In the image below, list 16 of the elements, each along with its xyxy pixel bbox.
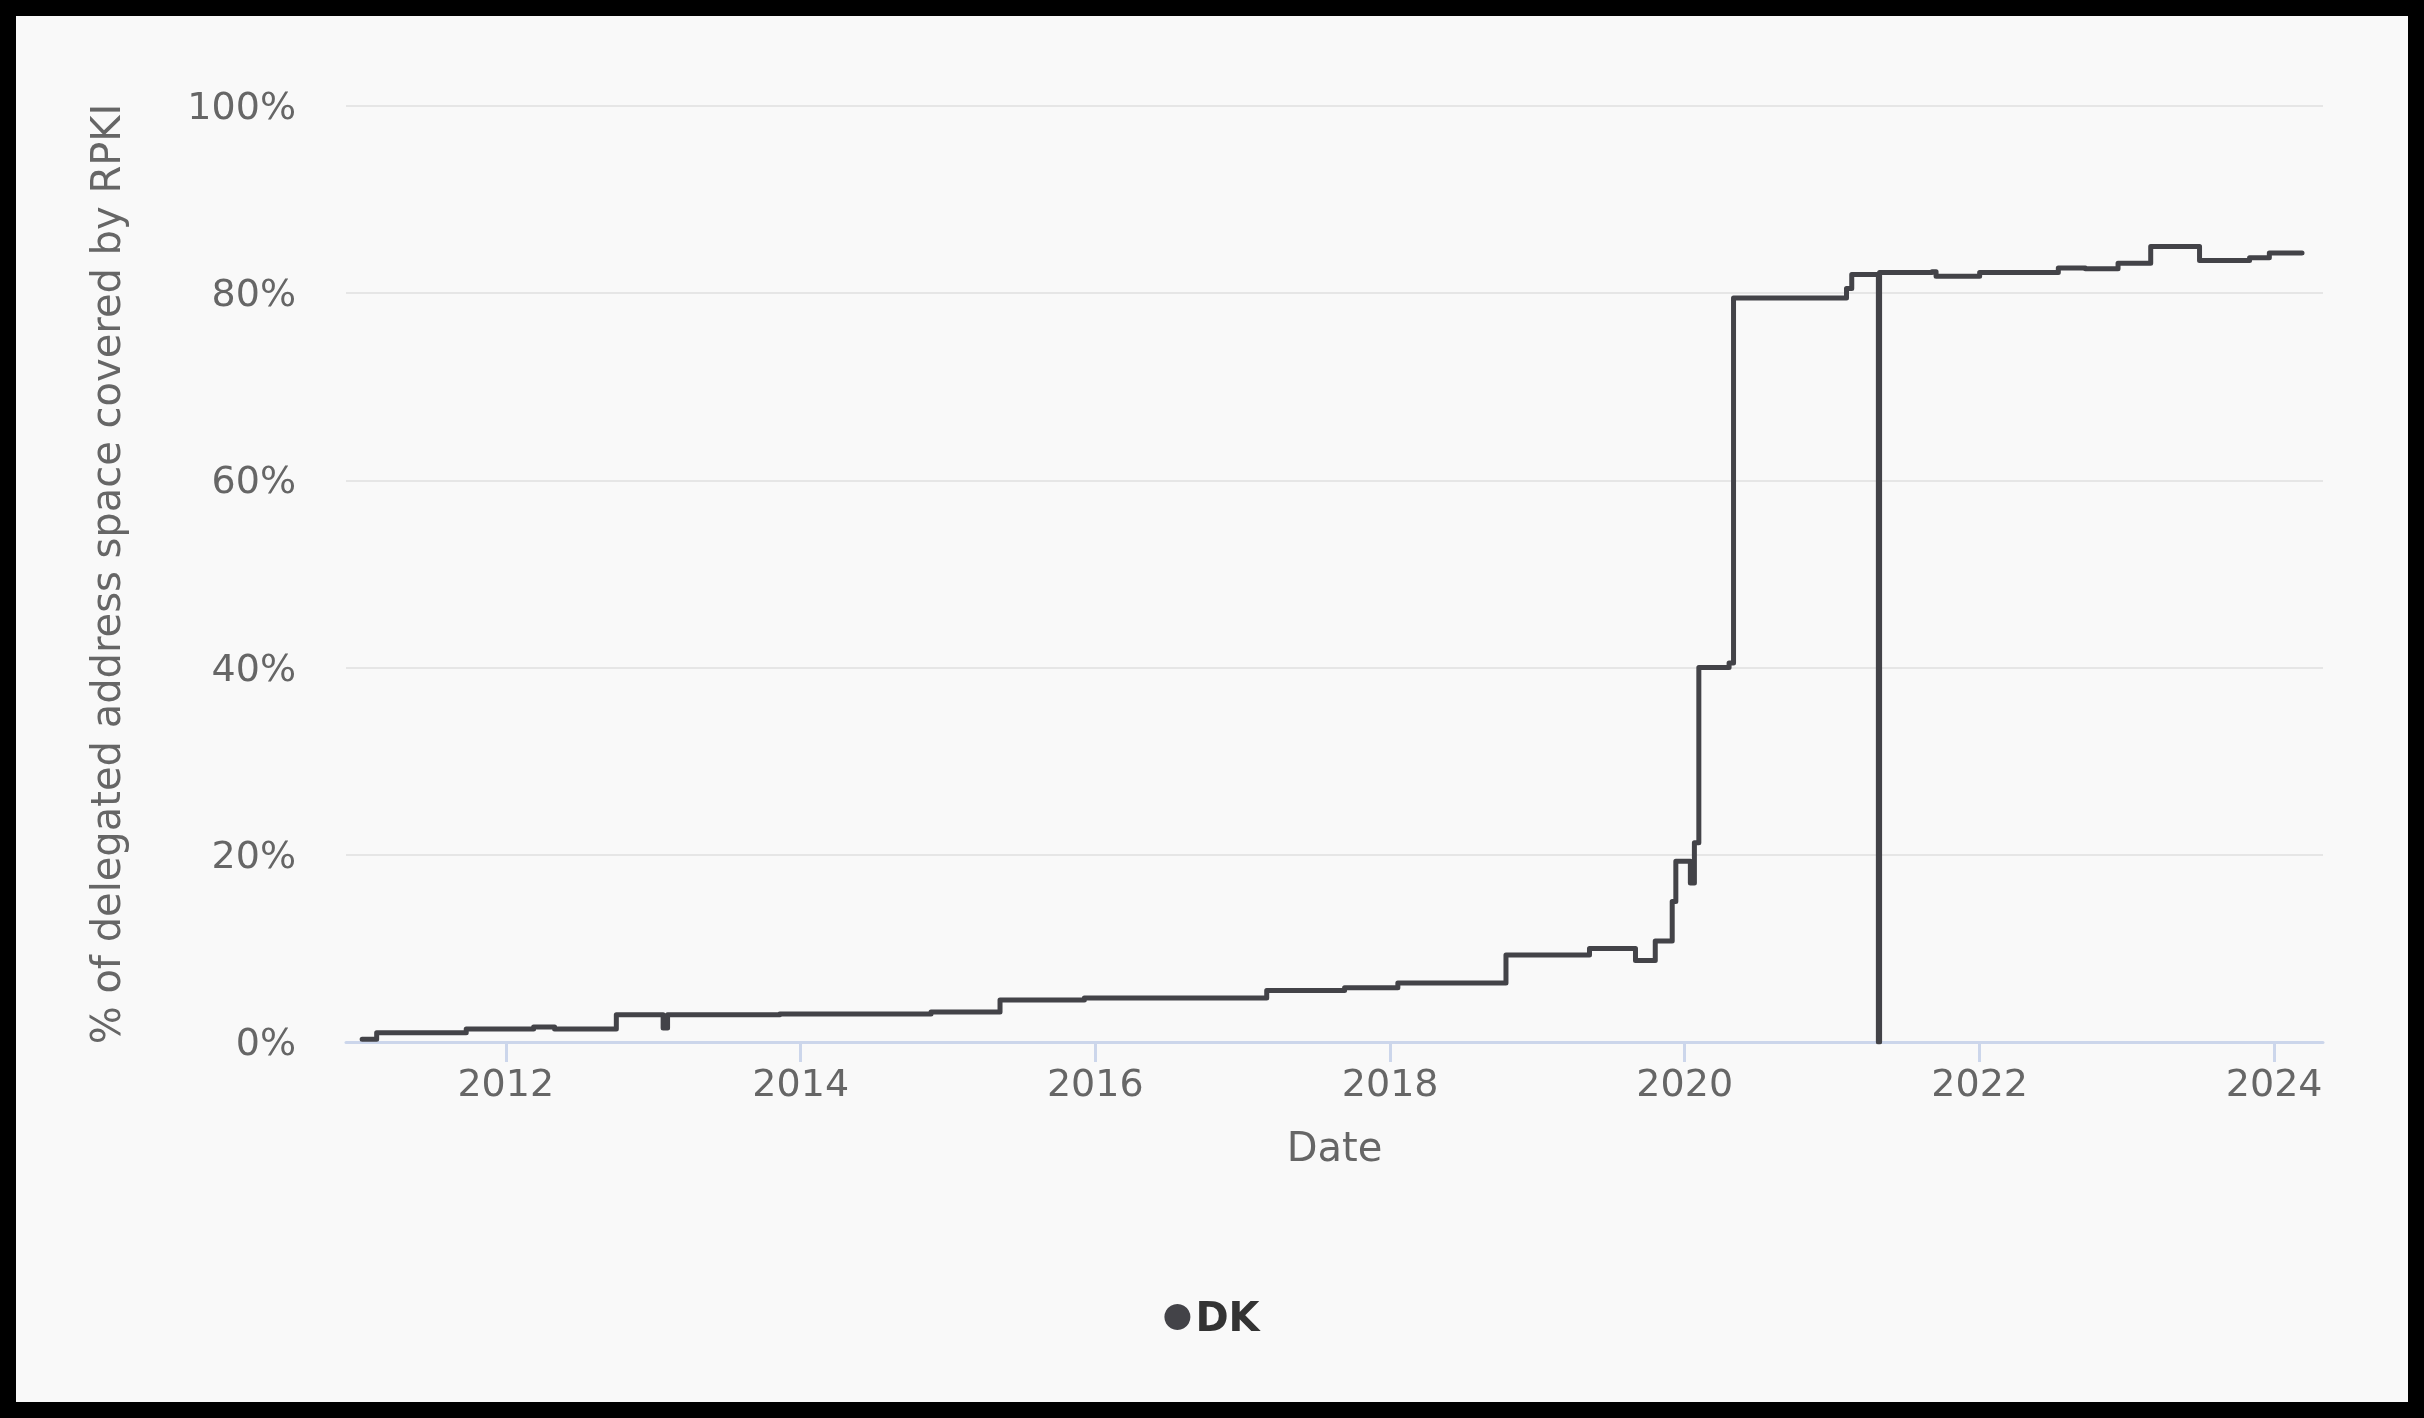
x-tick-label: 2016	[1046, 1061, 1144, 1105]
y-tick-label: 80%	[211, 271, 296, 316]
y-axis-title: % of delegated address space covered by RPKI	[83, 103, 129, 1045]
y-tick-label: 20%	[211, 832, 296, 877]
legend-label: DK	[1195, 1294, 1262, 1340]
y-tick-label: 60%	[211, 458, 296, 503]
y-tick-label: 100%	[187, 84, 296, 128]
x-tick-label: 2012	[457, 1061, 555, 1105]
x-tick-label: 2020	[1636, 1061, 1734, 1105]
x-tick-label: 2024	[2225, 1061, 2323, 1105]
y-tick-label: 40%	[211, 645, 296, 690]
x-axis-title: Date	[1286, 1124, 1383, 1170]
x-tick-label: 2014	[752, 1061, 850, 1105]
x-tick-label: 2018	[1341, 1061, 1439, 1105]
y-tick-label: 0%	[235, 1020, 296, 1064]
x-tick-label: 2022	[1931, 1061, 2029, 1105]
